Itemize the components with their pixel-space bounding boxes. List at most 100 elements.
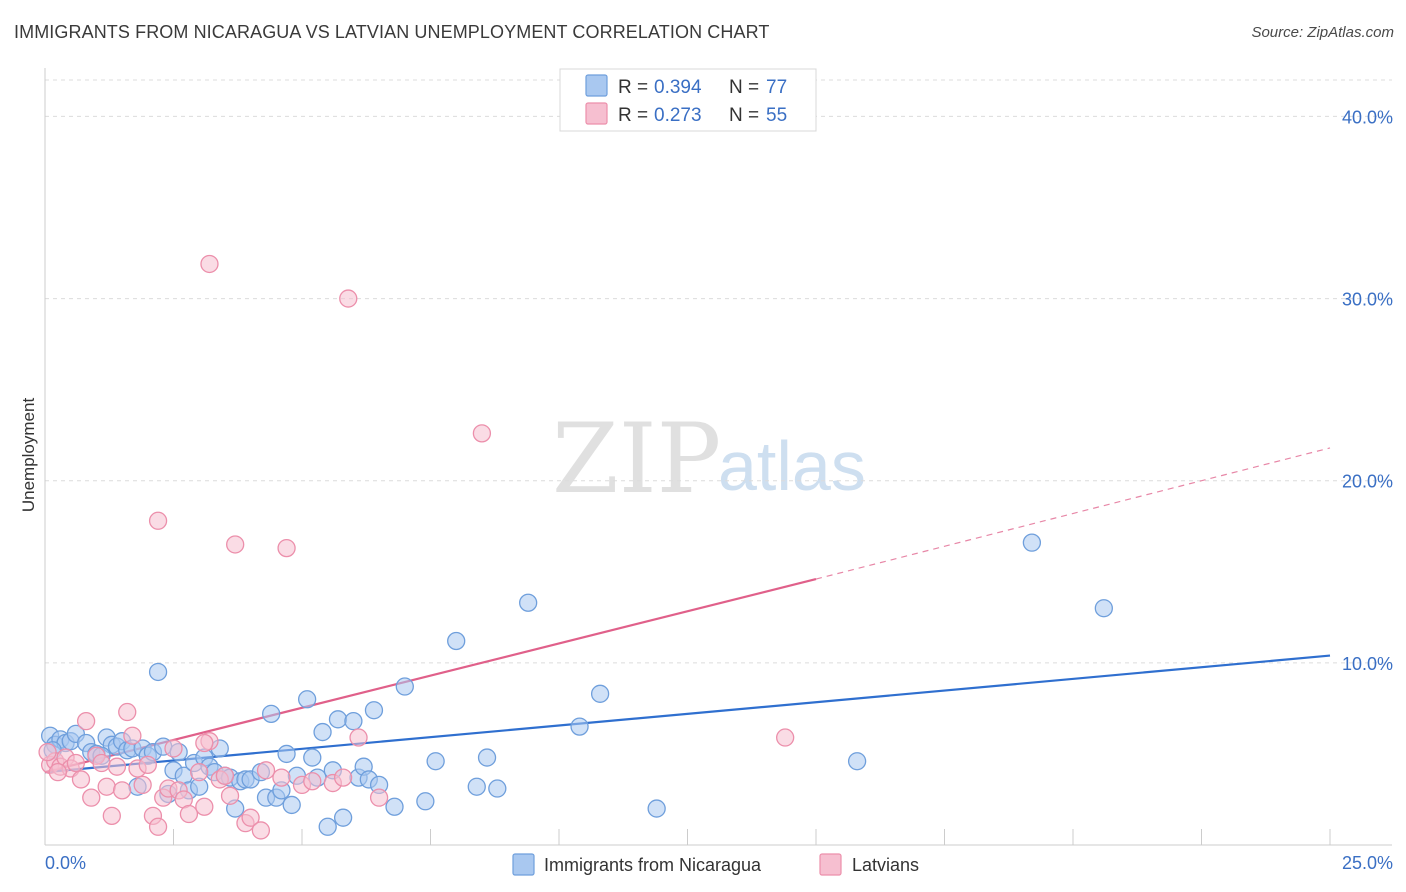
point-nicaragua (282, 795, 301, 815)
legend-n-value: 77 (766, 77, 787, 98)
point-latvian (349, 728, 368, 747)
legend-n-label: N = (729, 77, 759, 98)
point-latvian (179, 804, 199, 824)
point-nicaragua (385, 797, 404, 816)
point-latvian (123, 726, 142, 745)
point-latvian (133, 775, 152, 795)
point-latvian (148, 817, 168, 836)
y-axis-label: Unemployment (19, 398, 38, 513)
point-nicaragua (416, 792, 435, 811)
point-nicaragua (318, 817, 337, 836)
point-nicaragua (395, 677, 414, 696)
point-latvian (272, 768, 291, 787)
legend-r-label: R = (618, 105, 648, 126)
data-points (38, 254, 1113, 840)
point-latvian (92, 753, 111, 773)
point-nicaragua (488, 779, 507, 798)
point-latvian (38, 742, 57, 762)
point-nicaragua (297, 690, 317, 709)
point-nicaragua (277, 744, 296, 764)
point-nicaragua (467, 777, 486, 796)
point-latvian (339, 289, 358, 308)
point-latvian (251, 821, 271, 840)
y-tick-label: 20.0% (1342, 472, 1393, 492)
point-latvian (241, 808, 260, 827)
point-nicaragua (303, 748, 322, 767)
legend-r-value: 0.394 (654, 77, 702, 98)
point-latvian (66, 753, 85, 773)
legend-n-label: N = (729, 105, 759, 126)
point-nicaragua (328, 710, 348, 729)
point-nicaragua (364, 701, 384, 720)
legend-swatch-blue (585, 74, 608, 97)
point-latvian (102, 806, 121, 826)
point-latvian (776, 728, 795, 747)
point-latvian (226, 535, 245, 554)
point-latvian (118, 702, 137, 722)
point-latvian (369, 788, 389, 807)
point-nicaragua (570, 717, 589, 736)
point-latvian (190, 762, 209, 782)
point-nicaragua (477, 748, 497, 767)
point-latvian (215, 766, 235, 785)
axes (44, 68, 1392, 846)
point-nicaragua (262, 704, 281, 724)
legend-swatch-latvians (819, 853, 842, 876)
series-legend: Immigrants from Nicaragua Latvians (512, 853, 919, 876)
point-nicaragua (426, 752, 445, 771)
legend-r-value: 0.273 (654, 105, 702, 126)
point-latvian (220, 786, 240, 805)
point-nicaragua (1022, 533, 1042, 552)
point-latvian (164, 739, 183, 758)
point-nicaragua (590, 684, 610, 703)
legend-swatch-nicaragua (512, 853, 535, 876)
watermark-zip: ZIP (552, 403, 721, 515)
point-nicaragua (344, 711, 363, 731)
x-tick-label: 0.0% (45, 853, 86, 873)
point-nicaragua (847, 752, 867, 771)
watermark: ZIP atlas (552, 403, 866, 515)
legend-swatch-pink (585, 102, 608, 125)
tick-labels: 10.0% 20.0% 30.0% 40.0% 0.0% 25.0% (45, 107, 1393, 873)
trend-line-latvians-extension (815, 447, 1331, 580)
point-nicaragua (148, 662, 168, 682)
point-latvian (107, 757, 127, 776)
legend-label-nicaragua: Immigrants from Nicaragua (544, 855, 762, 875)
y-tick-label: 30.0% (1342, 290, 1393, 310)
point-latvian (333, 768, 353, 787)
point-latvian (195, 797, 214, 816)
point-latvian (200, 254, 219, 274)
chart-title: IMMIGRANTS FROM NICARAGUA VS LATVIAN UNE… (14, 22, 770, 42)
point-latvian (148, 511, 168, 530)
point-nicaragua (519, 593, 538, 612)
point-latvian (97, 777, 116, 796)
point-latvian (76, 711, 96, 731)
y-tick-label: 10.0% (1342, 654, 1393, 674)
x-tick-label: 25.0% (1342, 853, 1393, 873)
point-nicaragua (333, 808, 353, 827)
point-latvian (71, 770, 91, 789)
point-latvian (48, 762, 67, 782)
point-latvian (82, 788, 101, 807)
point-latvian (138, 755, 157, 775)
point-latvian (303, 772, 322, 791)
legend-r-label: R = (618, 77, 648, 98)
point-latvian (195, 733, 214, 753)
y-tick-label: 40.0% (1342, 107, 1393, 127)
point-latvian (472, 424, 492, 443)
legend-label-latvians: Latvians (852, 855, 919, 875)
point-nicaragua (1094, 599, 1113, 618)
watermark-atlas: atlas (718, 427, 866, 505)
point-latvian (277, 538, 296, 558)
point-latvian (256, 761, 276, 780)
correlation-legend: R = 0.394 N = 77 R = 0.273 N = 55 (559, 68, 817, 132)
source-credit: Source: ZipAtlas.com (1251, 24, 1394, 41)
point-nicaragua (313, 722, 332, 742)
gridlines (45, 79, 1392, 664)
legend-n-value: 55 (766, 105, 787, 126)
point-nicaragua (647, 799, 666, 818)
point-latvian (112, 781, 132, 800)
trend-line-nicaragua (44, 654, 1331, 774)
point-nicaragua (447, 631, 466, 651)
